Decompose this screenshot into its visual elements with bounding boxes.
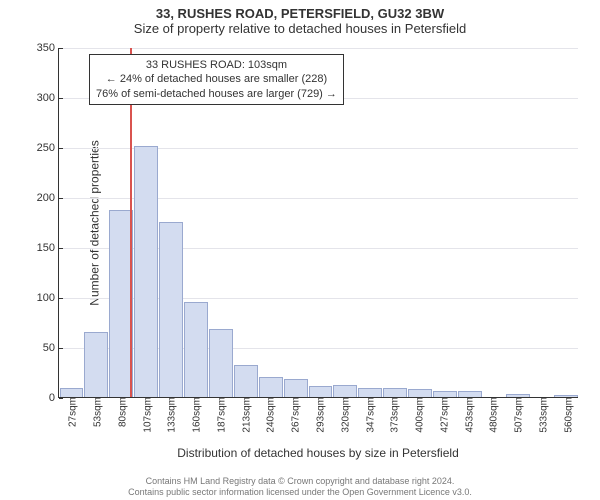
histogram-bar bbox=[84, 332, 108, 397]
histogram-bar bbox=[309, 386, 333, 397]
histogram-bar bbox=[284, 379, 308, 397]
x-tick-label: 187sqm bbox=[212, 397, 227, 433]
x-tick-label: 240sqm bbox=[262, 397, 277, 433]
x-tick-label: 293sqm bbox=[312, 397, 327, 433]
histogram-bar bbox=[234, 365, 258, 397]
annotation-line-3: 76% of semi-detached houses are larger (… bbox=[96, 87, 337, 101]
x-tick-label: 160sqm bbox=[188, 397, 203, 433]
histogram-bar bbox=[134, 146, 158, 397]
x-tick-label: 107sqm bbox=[138, 397, 153, 433]
y-tick-label: 300 bbox=[37, 92, 59, 104]
y-tick-label: 150 bbox=[37, 242, 59, 254]
footer-attribution: Contains HM Land Registry data © Crown c… bbox=[0, 476, 600, 498]
x-tick-label: 80sqm bbox=[113, 397, 128, 427]
y-tick-label: 0 bbox=[49, 392, 59, 404]
y-tick-label: 350 bbox=[37, 42, 59, 54]
x-tick-label: 400sqm bbox=[411, 397, 426, 433]
y-tick-label: 50 bbox=[43, 342, 59, 354]
annotation-box: 33 RUSHES ROAD: 103sqm← 24% of detached … bbox=[89, 54, 344, 105]
footer-line-1: Contains HM Land Registry data © Crown c… bbox=[0, 476, 600, 487]
x-tick-label: 507sqm bbox=[510, 397, 525, 433]
histogram-bar bbox=[408, 389, 432, 397]
y-tick-label: 250 bbox=[37, 142, 59, 154]
histogram-bar bbox=[333, 385, 357, 397]
annotation-line-1: 33 RUSHES ROAD: 103sqm bbox=[96, 58, 337, 72]
annotation-line-2: ← 24% of detached houses are smaller (22… bbox=[96, 72, 337, 86]
histogram-bar bbox=[383, 388, 407, 397]
x-tick-label: 213sqm bbox=[237, 397, 252, 433]
chart-title-main: 33, RUSHES ROAD, PETERSFIELD, GU32 3BW bbox=[0, 0, 600, 21]
x-tick-label: 27sqm bbox=[64, 397, 79, 427]
histogram-bar bbox=[358, 388, 382, 397]
histogram-bar bbox=[259, 377, 283, 397]
x-tick-label: 373sqm bbox=[386, 397, 401, 433]
x-tick-label: 533sqm bbox=[534, 397, 549, 433]
x-tick-label: 267sqm bbox=[287, 397, 302, 433]
histogram-bar bbox=[60, 388, 84, 397]
footer-line-2: Contains public sector information licen… bbox=[0, 487, 600, 498]
y-tick-label: 100 bbox=[37, 292, 59, 304]
x-tick-label: 453sqm bbox=[460, 397, 475, 433]
x-tick-label: 53sqm bbox=[89, 397, 104, 427]
x-tick-label: 347sqm bbox=[361, 397, 376, 433]
histogram-bar bbox=[184, 302, 208, 397]
chart-title-sub: Size of property relative to detached ho… bbox=[0, 21, 600, 38]
x-tick-label: 560sqm bbox=[559, 397, 574, 433]
x-tick-label: 320sqm bbox=[336, 397, 351, 433]
x-tick-label: 133sqm bbox=[163, 397, 178, 433]
histogram-bar bbox=[159, 222, 183, 397]
chart-plot-area: 05010015020025030035027sqm53sqm80sqm107s… bbox=[58, 48, 578, 398]
x-tick-label: 480sqm bbox=[485, 397, 500, 433]
histogram-bar bbox=[209, 329, 233, 397]
y-tick-label: 200 bbox=[37, 192, 59, 204]
x-axis-label: Distribution of detached houses by size … bbox=[58, 446, 578, 460]
x-tick-label: 427sqm bbox=[435, 397, 450, 433]
